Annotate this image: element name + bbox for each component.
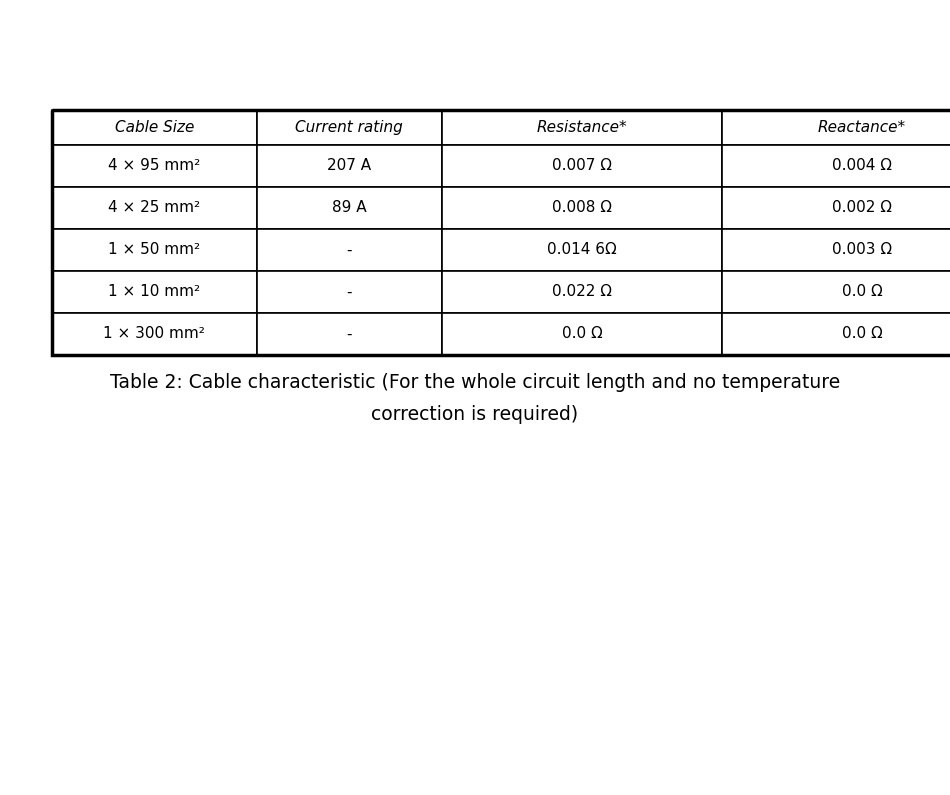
Bar (52, 271, 256, 313)
Text: Table 2: Cable characteristic (For the whole circuit length and no temperature: Table 2: Cable characteristic (For the w… (110, 373, 840, 392)
Bar (722, 145, 950, 187)
Bar (256, 229, 442, 271)
Text: 1 × 10 mm²: 1 × 10 mm² (108, 285, 200, 300)
Bar (722, 271, 950, 313)
Bar (256, 110, 442, 145)
Text: 89 A: 89 A (332, 200, 367, 215)
Text: 0.004 Ω: 0.004 Ω (832, 158, 892, 173)
Bar (722, 229, 950, 271)
Bar (52, 110, 950, 355)
Bar (52, 110, 256, 145)
Text: 0.008 Ω: 0.008 Ω (552, 200, 612, 215)
Text: -: - (347, 242, 352, 258)
Text: 4 × 25 mm²: 4 × 25 mm² (108, 200, 200, 215)
Text: 207 A: 207 A (327, 158, 371, 173)
Bar (256, 187, 442, 229)
Bar (256, 313, 442, 355)
Bar (256, 145, 442, 187)
Text: 0.0 Ω: 0.0 Ω (561, 327, 602, 342)
Text: 1 × 50 mm²: 1 × 50 mm² (108, 242, 200, 258)
Bar (722, 187, 950, 229)
Bar (722, 110, 950, 145)
Text: 0.002 Ω: 0.002 Ω (832, 200, 892, 215)
Text: 0.003 Ω: 0.003 Ω (832, 242, 892, 258)
Bar (52, 187, 256, 229)
Text: Reactance*: Reactance* (818, 120, 906, 135)
Bar (442, 313, 722, 355)
Bar (256, 271, 442, 313)
Text: 0.014 6Ω: 0.014 6Ω (547, 242, 617, 258)
Bar (442, 229, 722, 271)
Text: 0.0 Ω: 0.0 Ω (842, 285, 883, 300)
Text: correction is required): correction is required) (371, 405, 579, 424)
Bar (722, 313, 950, 355)
Text: 0.007 Ω: 0.007 Ω (552, 158, 612, 173)
Text: 0.022 Ω: 0.022 Ω (552, 285, 612, 300)
Text: -: - (347, 285, 352, 300)
Bar (52, 313, 256, 355)
Bar (442, 271, 722, 313)
Text: Current rating: Current rating (295, 120, 403, 135)
Text: Resistance*: Resistance* (537, 120, 627, 135)
Text: -: - (347, 327, 352, 342)
Text: 0.0 Ω: 0.0 Ω (842, 327, 883, 342)
Bar (442, 145, 722, 187)
Bar (442, 187, 722, 229)
Text: 4 × 95 mm²: 4 × 95 mm² (108, 158, 200, 173)
Bar (442, 110, 722, 145)
Bar (52, 229, 256, 271)
Text: Cable Size: Cable Size (115, 120, 194, 135)
Text: 1 × 300 mm²: 1 × 300 mm² (104, 327, 205, 342)
Bar (52, 145, 256, 187)
